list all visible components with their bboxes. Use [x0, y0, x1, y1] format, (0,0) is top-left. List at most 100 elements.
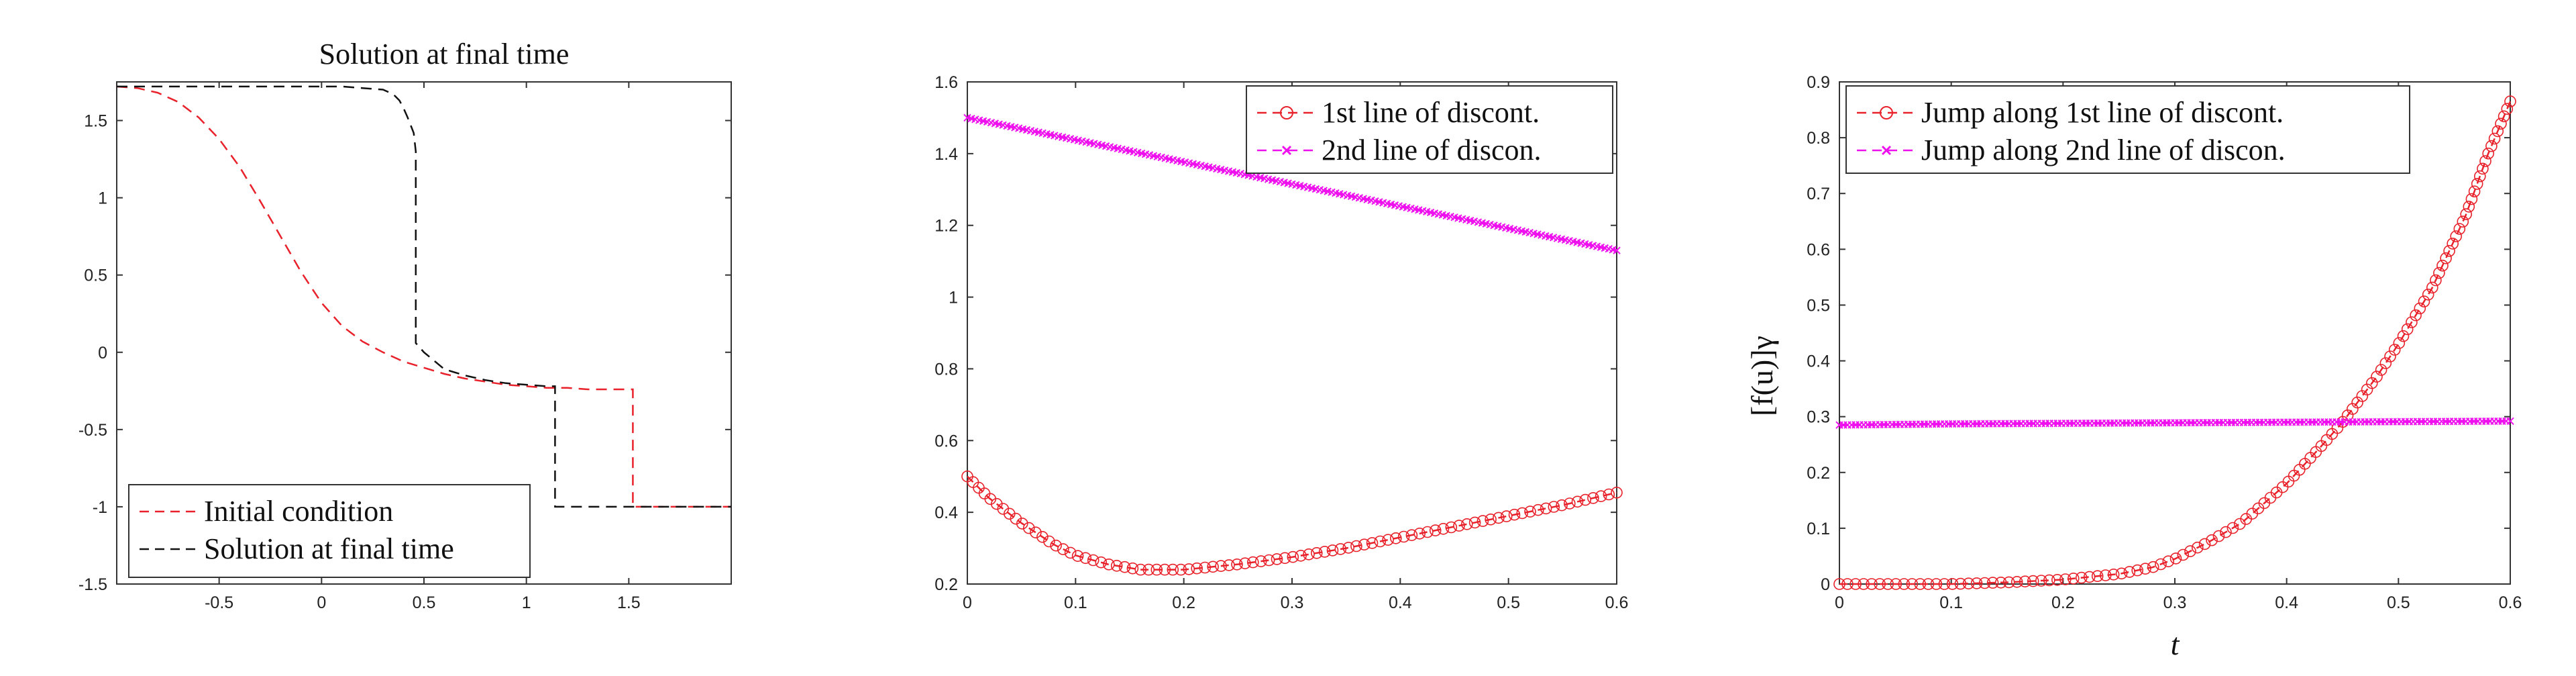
- x-tick-label: 0.1: [1064, 593, 1087, 612]
- series-1st-line-of-discont-marker: [1334, 543, 1347, 555]
- panel-1-title: Solution at final time: [319, 38, 570, 70]
- series-1st-line-of-discont-marker: [1159, 563, 1171, 576]
- series-jump-along-1st-line-of-discont-marker: [2491, 125, 2504, 138]
- series-jump-along-1st-line-of-discont-marker: [2027, 575, 2039, 587]
- series-1st-line-of-discont-marker: [1167, 563, 1179, 576]
- series-jump-along-1st-line-of-discont-marker: [2477, 162, 2489, 175]
- panel-jumps: t [f(u)]γ 0 0.1 0.2 0.3 0.4 0.5 0.6 0 0.1 0.2 0.3 0…: [1745, 73, 2522, 661]
- series-1st-line-of-discont-marker: [1382, 534, 1394, 546]
- series-1st-line-of-discont-marker: [1030, 526, 1042, 539]
- series-1st-line-of-discont-marker: [1239, 557, 1251, 570]
- series-1st-line-of-discont-marker: [1564, 497, 1576, 510]
- y-tick-label: -1: [93, 498, 107, 517]
- y-tick-label: 1.4: [934, 145, 958, 164]
- series-jump-along-1st-line-of-discont-marker: [2433, 267, 2445, 279]
- series-1st-line-of-discont-marker: [1540, 502, 1552, 515]
- x-tick-label: 1.5: [617, 593, 641, 612]
- series-1st-line-of-discont-marker: [1095, 556, 1108, 569]
- series-jump-along-1st-line-of-discont-marker: [1986, 577, 1999, 589]
- series-jump-along-1st-line-of-discont-marker: [2375, 364, 2387, 376]
- series-jump-along-1st-line-of-discont-marker: [2162, 555, 2175, 568]
- y-tick-label: 0: [1821, 575, 1830, 594]
- series-jump-along-1st-line-of-discont-marker: [1978, 577, 1991, 589]
- series-1st-line-of-discont-marker: [1374, 535, 1387, 548]
- y-tick-label: 0.4: [1807, 352, 1830, 371]
- y-tick-label: 0.1: [1807, 520, 1830, 538]
- series-1st-line-of-discont-marker: [1579, 493, 1591, 506]
- series-jump-along-1st-line-of-discont-marker: [2147, 561, 2159, 573]
- series-jump-along-1st-line-of-discont-marker: [2379, 357, 2392, 369]
- series-1st-line-of-discont-marker: [1215, 560, 1227, 572]
- series-jump-along-1st-line-of-discont-marker: [2131, 564, 2143, 577]
- series-jump-along-1st-line-of-discont-marker: [2155, 558, 2167, 571]
- series-jump-along-1st-line-of-discont-marker: [2488, 132, 2501, 145]
- series-jump-along-1st-line-of-discont-marker: [2035, 575, 2047, 587]
- series-jump-along-1st-line-of-discont-marker: [2460, 208, 2472, 220]
- series-1st-line-of-discont-marker: [967, 476, 979, 489]
- series-jump-along-1st-line-of-discont-marker: [2139, 563, 2151, 575]
- series-1st-line-of-discont-marker: [1271, 553, 1283, 565]
- series-jump-along-1st-line-of-discont-marker: [2426, 281, 2438, 294]
- series-1st-line-of-discont-marker: [1397, 530, 1410, 543]
- series-1st-line-of-discont-marker: [1126, 562, 1139, 575]
- y-tick-label: 0: [98, 344, 107, 363]
- series-1st-line-of-discont-marker: [1413, 527, 1426, 540]
- series-jump-along-1st-line-of-discont-marker: [2479, 155, 2491, 167]
- legend-marker: [1280, 106, 1293, 119]
- series-jump-along-1st-line-of-discont-marker: [1898, 578, 1911, 590]
- series-1st-line-of-discont-marker: [1437, 522, 1450, 535]
- x-tick-label: 0.2: [1172, 593, 1195, 612]
- series-1st-line-of-discont-marker: [1071, 550, 1084, 563]
- y-tick-label: 0.5: [1807, 296, 1830, 315]
- series-jump-along-1st-line-of-discont-marker: [1866, 578, 1878, 590]
- y-tick-label: 0.7: [1807, 185, 1830, 203]
- series-1st-line-of-discont-marker: [1279, 552, 1291, 565]
- series-1st-line-of-discont-marker: [1453, 520, 1465, 532]
- series-jump-along-1st-line-of-discont-marker: [2443, 244, 2455, 257]
- x-tick-label: 0.2: [2051, 593, 2075, 612]
- series-1st-line-of-discont-marker: [1516, 507, 1528, 520]
- legend-label: 2nd line of discon.: [1322, 134, 1542, 166]
- series-jump-along-1st-line-of-discont-marker: [2485, 140, 2498, 152]
- series-1st-line-of-discont-marker: [1036, 530, 1049, 543]
- panel-solution-final-time: Solution at final time -0.5 0 0.5 1 1.5 -1.5 -…: [78, 38, 732, 612]
- series-1st-line-of-discont-marker: [1050, 539, 1062, 552]
- series-1st-line-of-discont-marker: [1587, 492, 1599, 504]
- series-1st-line-of-discont-marker: [1477, 515, 1489, 527]
- series-jump-along-1st-line-of-discont-marker: [1914, 578, 1927, 590]
- series-jump-along-1st-line-of-discont-marker: [2192, 541, 2204, 554]
- y-tick-label: 1: [98, 189, 107, 208]
- panel-3-ylabel-text: [f(u)]γ: [1745, 336, 1779, 416]
- legend-label: Solution at final time: [204, 532, 454, 565]
- series-1st-line-of-discont-marker: [1057, 543, 1069, 555]
- series-2nd-line-of-discon-line: [967, 116, 1617, 252]
- series-1st-line-of-discont-marker: [1303, 548, 1315, 561]
- series-jump-along-1st-line-of-discont-marker: [1882, 578, 1894, 590]
- x-tick-label: 0.4: [1389, 593, 1412, 612]
- y-tick-label: 0.3: [1807, 408, 1830, 427]
- y-tick-label: -0.5: [78, 421, 107, 440]
- legend-box: [128, 484, 531, 578]
- y-tick-label: 1.5: [84, 112, 107, 131]
- series-jump-along-1st-line-of-discont-marker: [1970, 577, 1983, 589]
- x-tick-label: 0: [1835, 593, 1844, 612]
- panel-3-xlabel: t: [2171, 627, 2180, 661]
- series-jump-along-1st-line-of-discont-marker: [2091, 570, 2104, 583]
- series-1st-line-of-discont-marker: [1199, 561, 1211, 574]
- series-1st-line-of-discont-marker: [1405, 529, 1418, 542]
- series-jump-along-1st-line-of-discont-marker: [2198, 538, 2211, 550]
- x-tick-label: 1: [522, 593, 531, 612]
- series-jump-along-1st-line-of-discont-marker: [2043, 574, 2055, 587]
- series-1st-line-of-discont-marker: [1532, 503, 1544, 516]
- series-1st-line-of-discont-marker: [1390, 532, 1402, 544]
- series-jump-along-1st-line-of-discont-marker: [2184, 545, 2196, 557]
- y-tick-label: 0.8: [1807, 129, 1830, 148]
- legend-marker: [1281, 145, 1292, 156]
- series-1st-line-of-discont-marker: [1064, 546, 1077, 559]
- series-jump-along-1st-line-of-discont-marker: [2447, 238, 2459, 250]
- series-1st-line-of-discont-marker: [1150, 563, 1163, 576]
- series-jump-along-1st-line-of-discont-marker: [2474, 170, 2486, 183]
- series-1st-line-of-discont-marker: [1191, 562, 1203, 575]
- y-tick-label: 0.2: [1807, 464, 1830, 483]
- series-jump-along-1st-line-of-discont-marker: [2115, 567, 2128, 580]
